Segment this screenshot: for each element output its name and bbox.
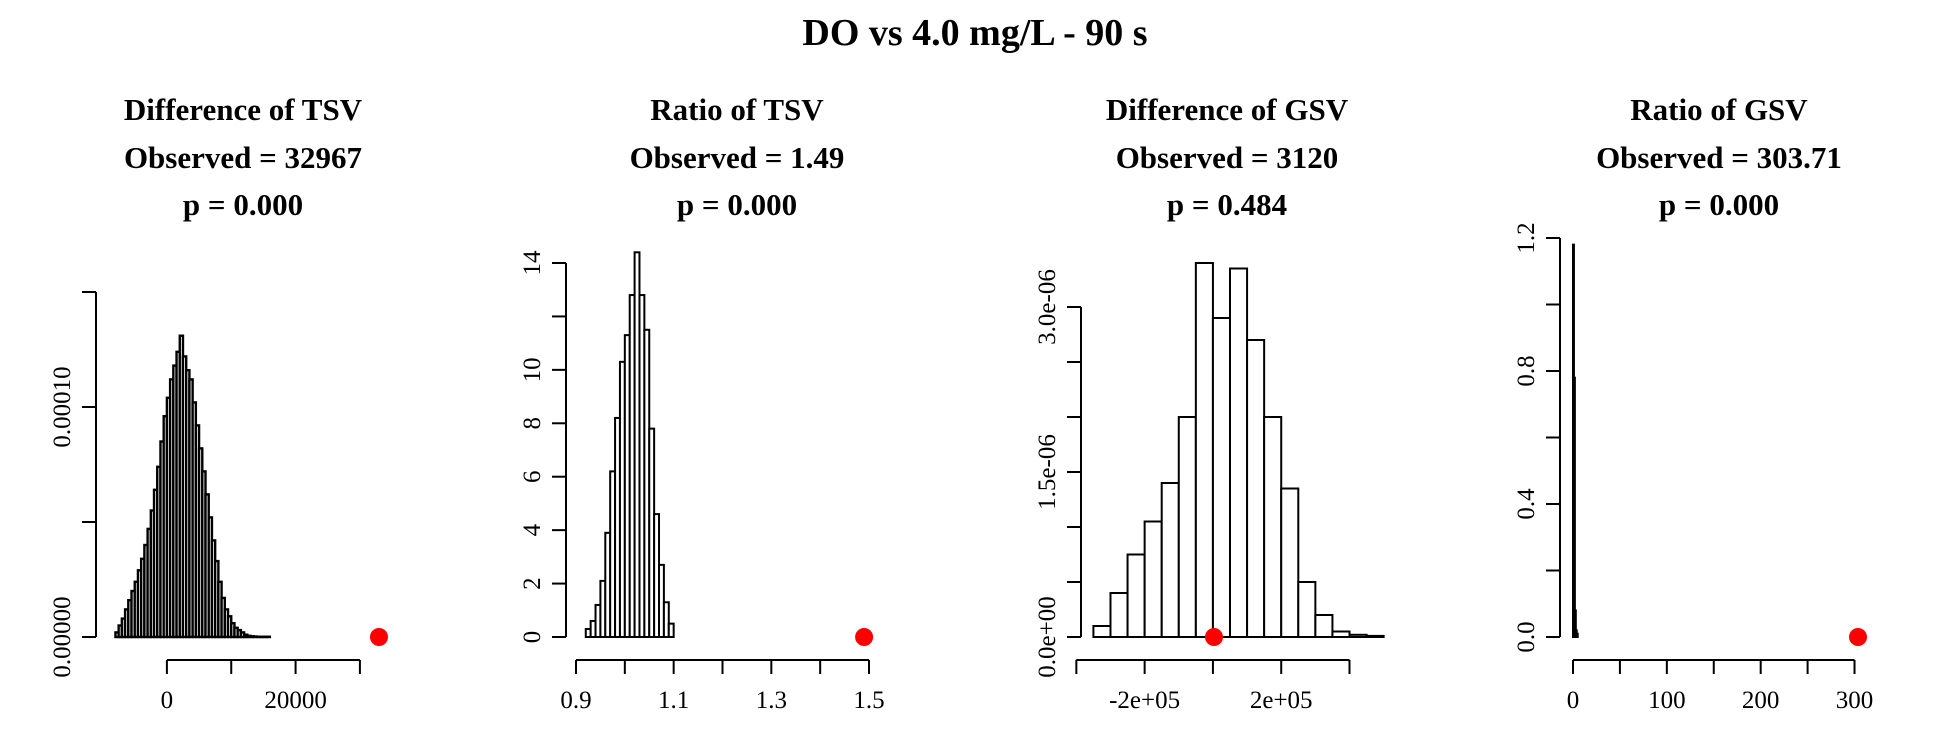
x-tick-label: 100 [1648, 687, 1686, 714]
y-tick-label: 14 [519, 250, 546, 276]
histogram-bar [658, 563, 665, 638]
panel-title: Ratio of TSV [650, 92, 824, 127]
y-tick-label: 1.2 [1513, 222, 1540, 253]
histogram-bar [1365, 634, 1385, 639]
y-tick-label: 0.0e+00 [1034, 596, 1061, 677]
x-tick-label: 0 [1567, 687, 1580, 714]
panel-title: Difference of TSV [124, 92, 363, 127]
x-tick-label: 1.1 [658, 687, 689, 714]
x-axis: 0 20000 [161, 659, 361, 714]
x-tick-label: 0.9 [560, 687, 591, 714]
panel-p-value: p = 0.000 [677, 187, 797, 222]
y-tick-label: 0.0 [1513, 621, 1540, 652]
histogram-bar [1314, 614, 1334, 638]
panel-observed-label: Observed = 1.49 [630, 140, 845, 175]
y-tick-label: 0.00010 [49, 366, 76, 447]
y-axis: 0.0e+00 1.5e-06 3.0e-06 [1034, 269, 1082, 678]
histogram-bars [584, 251, 675, 639]
panel-3: Difference of GSV Observed = 3120 p = 0.48… [1034, 92, 1385, 714]
histogram-bar [1263, 416, 1283, 638]
x-axis: -2e+05 2e+05 [1075, 659, 1351, 714]
x-tick-label: 1.3 [756, 687, 787, 714]
y-tick-label: 0.4 [1513, 488, 1540, 520]
y-axis: 0.00000 0.00010 [49, 291, 97, 678]
histogram-bar [1194, 262, 1214, 638]
histogram-bar [1246, 339, 1266, 638]
y-tick-label: 0 [519, 631, 546, 644]
histogram-bar [1160, 482, 1180, 638]
panel-2: Ratio of TSV Observed = 1.49 p = 0.000 0.9 1… [519, 92, 885, 714]
x-tick-label: -2e+05 [1109, 687, 1180, 714]
x-axis: 0 100 200 300 [1567, 659, 1874, 714]
x-tick-label: 1.5 [853, 687, 884, 714]
y-tick-label: 3.0e-06 [1034, 269, 1061, 345]
y-tick-label: 10 [519, 357, 546, 382]
observed-value-point [1849, 628, 1867, 646]
x-axis: 0.9 1.1 1.3 1.5 [560, 659, 885, 714]
histogram-bar [1126, 553, 1146, 638]
histogram-bar [1229, 267, 1249, 638]
histogram-bar [1348, 633, 1368, 638]
histogram-bars [114, 334, 272, 639]
histogram-bar [1297, 581, 1317, 638]
x-tick-label: 20000 [264, 687, 327, 714]
observed-value-point [855, 628, 874, 646]
y-tick-label: 0.8 [1513, 355, 1540, 386]
panel-title: Difference of GSV [1106, 92, 1349, 127]
panel-title: Ratio of GSV [1630, 92, 1808, 127]
histogram-bar [1109, 592, 1129, 638]
y-tick-label: 6 [519, 470, 546, 483]
histogram-bar [667, 622, 675, 639]
histogram-bar [662, 601, 670, 638]
x-tick-label: 2e+05 [1250, 687, 1313, 714]
y-tick-label: 4 [519, 523, 546, 536]
x-tick-label: 0 [161, 687, 174, 714]
x-tick-label: 300 [1836, 687, 1874, 714]
y-tick-label: 0.00000 [49, 596, 76, 677]
observed-value-point [1204, 628, 1223, 646]
panel-p-value: p = 0.000 [183, 187, 303, 222]
histogram-bar [1280, 487, 1300, 638]
y-axis: 0.0 0.4 0.8 1.2 [1513, 222, 1561, 653]
panel-1: Difference of TSV Observed = 32967 p = 0.0… [49, 92, 388, 714]
figure-title: DO vs 4.0 mg/L - 90 s [802, 12, 1147, 54]
panel-observed-label: Observed = 303.71 [1596, 140, 1842, 175]
y-tick-label: 8 [519, 417, 546, 430]
histogram-bar [1143, 520, 1163, 638]
x-tick-label: 200 [1742, 687, 1780, 714]
histogram-bar [1211, 317, 1232, 638]
histogram-panels: Difference of TSV Observed = 32967 p = 0.0… [49, 92, 1873, 714]
histogram-bar [1572, 376, 1576, 638]
observed-value-point [370, 628, 388, 646]
histogram-bars [1572, 243, 1579, 639]
y-axis: 0 2 4 6 8 10 14 [519, 250, 567, 644]
histogram-bar [1177, 416, 1197, 638]
y-tick-label: 2 [519, 577, 546, 590]
panel-observed-label: Observed = 3120 [1116, 140, 1339, 175]
panel-p-value: p = 0.000 [1659, 187, 1779, 222]
histogram-bar [1092, 625, 1112, 638]
histogram-bar [1575, 632, 1579, 638]
y-tick-label: 1.5e-06 [1034, 434, 1061, 510]
histogram-bar [1331, 630, 1351, 638]
panel-observed-label: Observed = 32967 [124, 140, 362, 175]
panel-p-value: p = 0.484 [1167, 187, 1287, 222]
panel-4: Ratio of GSV Observed = 303.71 p = 0.000 0 1… [1513, 92, 1873, 714]
histogram-bars [1092, 262, 1385, 639]
